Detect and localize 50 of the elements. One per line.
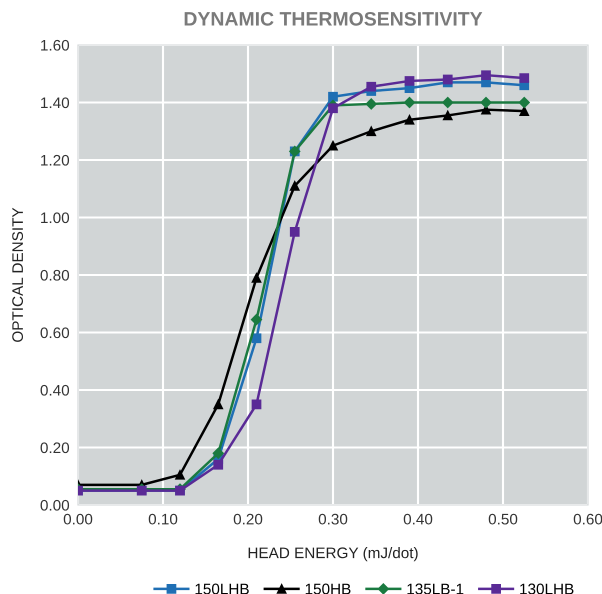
y-tick-label: 0.40 <box>40 384 70 396</box>
point <box>252 273 262 283</box>
legend-label: 150HB <box>306 584 350 594</box>
point <box>366 98 377 110</box>
x-tick-label: 0.10 <box>148 514 178 525</box>
legend-label: 130LHB <box>520 584 574 594</box>
point <box>404 114 414 125</box>
point <box>212 448 224 459</box>
y-axis-title: OPTICAL DENSITY <box>12 208 24 342</box>
point <box>290 181 300 191</box>
y-tick-label: 0.00 <box>40 500 70 511</box>
x-axis-title: HEAD ENERGY (mJ/dot) <box>248 547 418 562</box>
point <box>213 400 224 410</box>
point <box>519 106 530 116</box>
point <box>328 103 338 114</box>
x-tick-label: 0.00 <box>64 514 92 525</box>
legend-label: 150LHB <box>196 584 249 594</box>
chart-title: DYNAMIC THERMOSENSITIVITY <box>184 12 482 26</box>
y-tick-label: 0.80 <box>40 270 70 281</box>
point <box>213 460 224 470</box>
point <box>442 96 454 108</box>
point <box>442 110 453 120</box>
y-tick-label: 0.20 <box>40 442 70 454</box>
point <box>252 400 262 410</box>
x-tick-label: 0.50 <box>488 514 518 525</box>
y-tick-label: 1.40 <box>41 97 70 108</box>
point <box>252 333 262 344</box>
y-tick-label: 1.20 <box>41 154 70 166</box>
point <box>404 96 416 108</box>
point <box>328 92 338 102</box>
point <box>480 96 492 108</box>
y-tick-label: 0.60 <box>40 327 70 338</box>
x-tick-label: 0.40 <box>404 514 432 525</box>
point <box>366 82 376 92</box>
point <box>442 74 453 84</box>
point <box>290 227 300 237</box>
legend-label: 135LB-1 <box>407 584 464 594</box>
point <box>366 126 376 136</box>
point <box>175 470 185 480</box>
x-tick-label: 0.20 <box>234 514 262 525</box>
point <box>518 96 530 108</box>
point <box>519 73 530 83</box>
point <box>481 70 491 80</box>
point <box>250 314 262 326</box>
y-tick-label: 1.60 <box>41 40 70 51</box>
point <box>404 76 414 86</box>
x-tick-label: 0.60 <box>574 514 602 525</box>
y-tick-label: 1.00 <box>41 212 70 224</box>
x-tick-label: 0.30 <box>318 514 348 525</box>
point <box>328 140 338 150</box>
